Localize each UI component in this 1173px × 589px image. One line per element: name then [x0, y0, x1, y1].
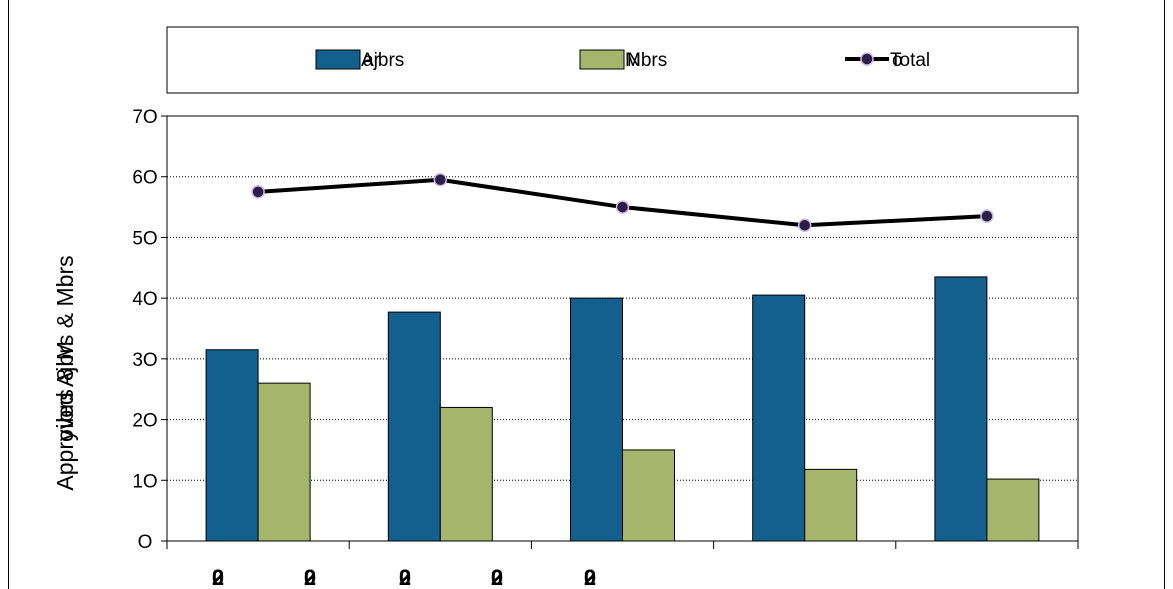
bar-mbrs	[622, 449, 675, 542]
total-point	[251, 185, 265, 199]
bar-ajbrs	[387, 311, 441, 542]
legend-marker	[860, 52, 874, 66]
legend-label-overprint: o	[892, 50, 903, 71]
y-tick-label: O	[138, 532, 153, 553]
bar-mbrs	[986, 478, 1040, 542]
y-axis-title-overprint: yibrs 8 M	[52, 341, 78, 441]
legend-label-ajbrs: Ajbrs	[361, 50, 404, 71]
x-tick-label: 2	[304, 565, 316, 589]
y-axis-ticks: O 1O 2O 3O 4O 5O 6O 7O	[132, 107, 167, 553]
bar-mbrs	[439, 406, 493, 542]
y-tick-label: 4O	[132, 289, 157, 310]
y-tick-label: 6O	[132, 168, 157, 189]
bar-ajbrs	[205, 349, 259, 542]
bar-ajbrs	[570, 297, 623, 542]
x-tick-label: 2	[491, 565, 503, 589]
legend-swatch-mbrs	[579, 49, 625, 70]
total-point	[797, 218, 812, 233]
x-tick-label: 2	[212, 565, 224, 589]
total-line	[251, 173, 994, 233]
x-axis-ticks	[166, 541, 1079, 549]
x-tick-label: 2	[584, 565, 596, 589]
y-tick-label: 1O	[132, 471, 157, 492]
legend-label-overprint: N	[627, 50, 641, 71]
bars	[205, 276, 1040, 542]
x-tick-label: 0	[212, 565, 224, 589]
y-tick-label: 5O	[132, 228, 157, 249]
x-tick-label: 2	[399, 565, 411, 589]
y-tick-label: 3O	[132, 350, 157, 371]
bar-ajbrs	[934, 276, 988, 542]
chart-frame	[8, 0, 1165, 589]
legend-label-overprint: ar	[363, 50, 381, 71]
x-tick-label: 0	[491, 565, 503, 589]
y-axis-title: Approved Ajbrs & Mbrs	[52, 255, 78, 490]
x-tick-label: 0	[584, 565, 596, 589]
total-point	[615, 200, 630, 214]
legend-label-total: Total	[890, 50, 930, 71]
bar-mbrs	[257, 382, 311, 542]
legend-swatch-ajbrs	[315, 49, 361, 70]
y-tick-label: 2O	[132, 411, 157, 432]
total-point	[980, 209, 994, 223]
x-axis-labels: 20 20 20 20 20	[212, 565, 596, 589]
y-tick-label: 7O	[132, 107, 157, 128]
x-tick-label: 0	[304, 565, 316, 589]
bar-ajbrs	[752, 294, 806, 542]
total-point	[433, 173, 448, 187]
bar-mbrs	[804, 468, 858, 542]
legend-label-mbrs: Mbrs	[625, 50, 667, 71]
x-tick-label: 0	[399, 565, 411, 589]
